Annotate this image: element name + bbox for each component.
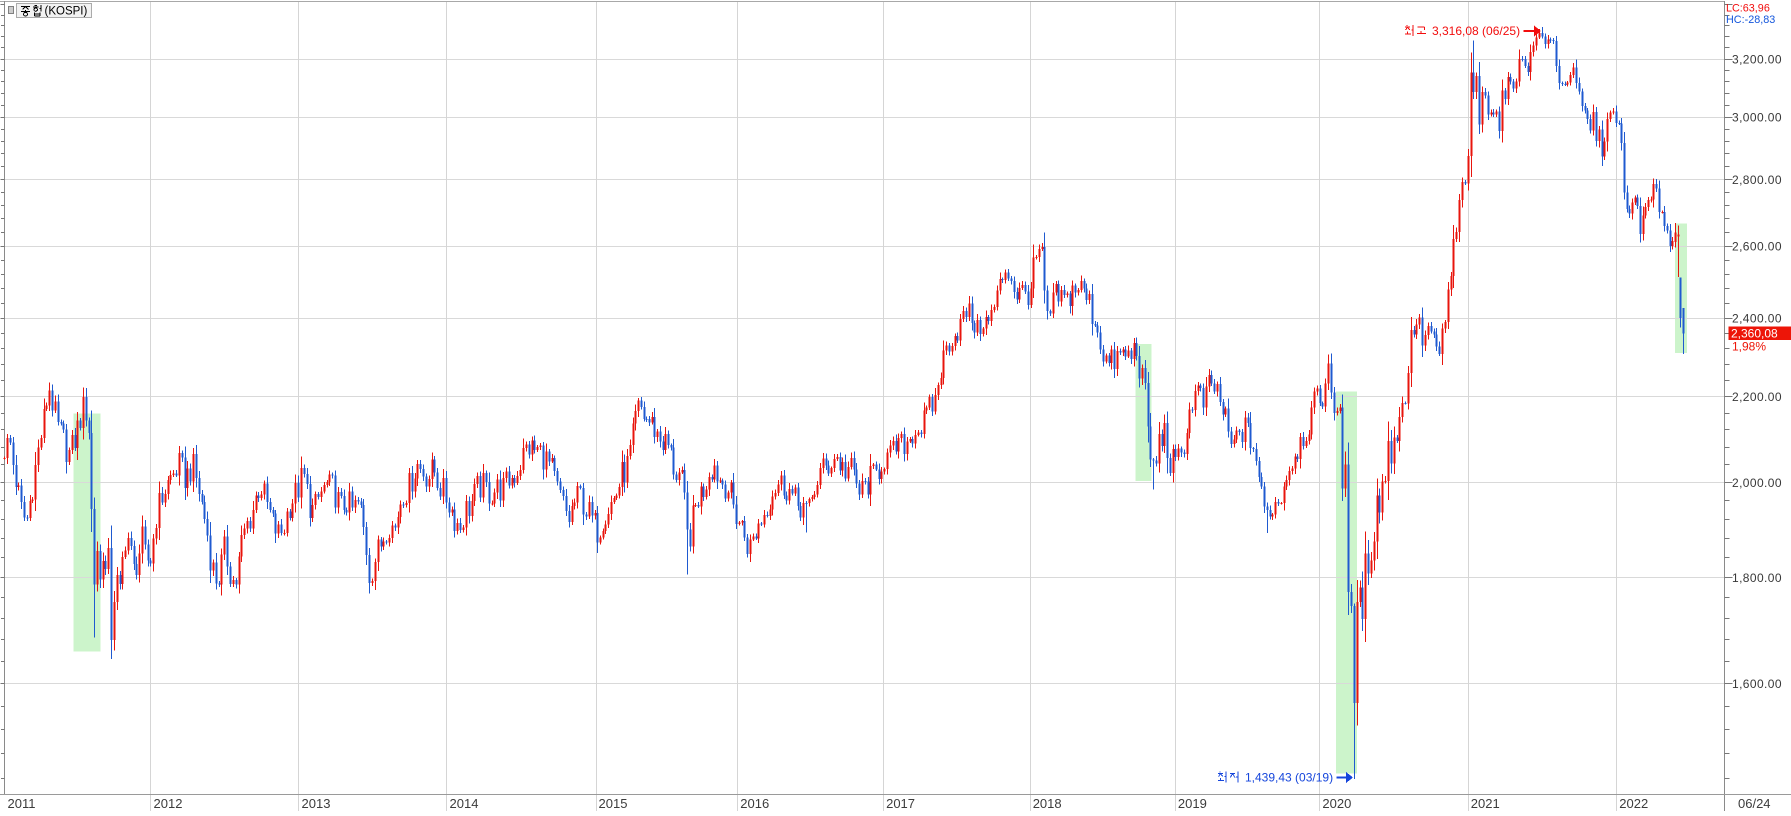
svg-text:2,360,08: 2,360,08	[1731, 327, 1778, 341]
svg-text:(KOSPI): (KOSPI)	[45, 6, 88, 18]
svg-text:2,200.00: 2,200.00	[1732, 390, 1782, 404]
svg-text:3,200.00: 3,200.00	[1732, 53, 1782, 67]
svg-text:2011: 2011	[8, 796, 36, 811]
svg-text:2014: 2014	[450, 796, 479, 811]
svg-text:2,600.00: 2,600.00	[1732, 240, 1782, 254]
svg-text:1,600.00: 1,600.00	[1732, 677, 1782, 691]
svg-text:3,316,08 (06/25): 3,316,08 (06/25)	[1432, 24, 1520, 38]
svg-text:LC:63,96: LC:63,96	[1726, 3, 1770, 15]
svg-text:1,98%: 1,98%	[1732, 340, 1766, 354]
svg-text:2015: 2015	[599, 796, 628, 811]
svg-text:2,800.00: 2,800.00	[1732, 173, 1782, 187]
svg-text:2017: 2017	[886, 796, 915, 811]
svg-text:2022: 2022	[1619, 796, 1648, 811]
svg-text:06/24: 06/24	[1738, 796, 1771, 811]
svg-text:1,800.00: 1,800.00	[1732, 571, 1782, 585]
svg-text:2,000.00: 2,000.00	[1732, 476, 1782, 490]
svg-text:2021: 2021	[1471, 796, 1500, 811]
svg-text:2018: 2018	[1033, 796, 1062, 811]
svg-text:2019: 2019	[1178, 796, 1207, 811]
svg-text:2,400.00: 2,400.00	[1732, 312, 1782, 326]
svg-text:3,000.00: 3,000.00	[1732, 111, 1782, 125]
svg-text:1,439,43 (03/19): 1,439,43 (03/19)	[1245, 771, 1333, 785]
svg-text:2013: 2013	[302, 796, 331, 811]
svg-text:2020: 2020	[1322, 796, 1351, 811]
svg-text:2012: 2012	[154, 796, 183, 811]
svg-text:HC:-28,83: HC:-28,83	[1726, 14, 1775, 26]
svg-text:2016: 2016	[740, 796, 769, 811]
